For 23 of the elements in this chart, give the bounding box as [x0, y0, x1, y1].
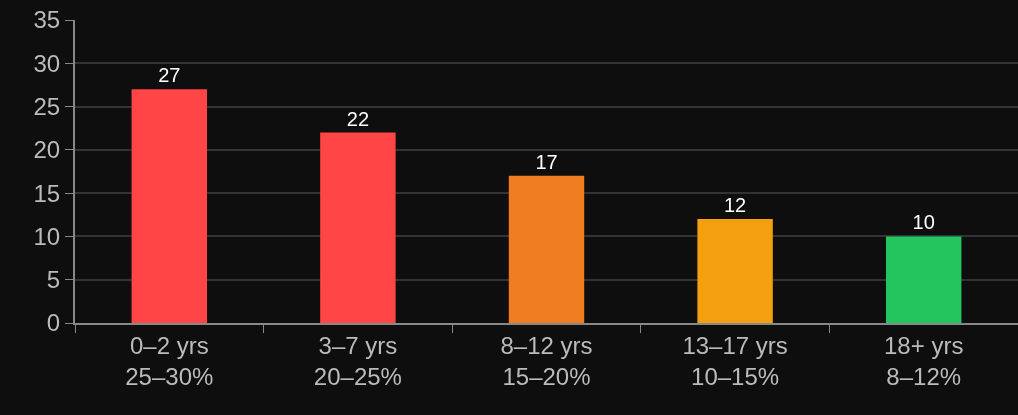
y-tick-label: 35 — [33, 6, 61, 34]
y-tick-label: 5 — [46, 266, 61, 294]
bar — [131, 89, 208, 323]
y-tick-label: 20 — [33, 136, 61, 164]
x-tick-label: 0–2 yrs 25–30% — [125, 331, 214, 390]
data-label: 12 — [723, 194, 747, 217]
data-label: 17 — [535, 150, 558, 173]
bar — [320, 132, 396, 323]
y-tick-label: 25 — [33, 92, 61, 120]
y-tick-label: 15 — [33, 179, 61, 207]
y-tick-label: 10 — [33, 222, 61, 250]
x-tick-label: 18+ yrs 8–12% — [884, 331, 964, 390]
x-tick-label: 13–17 yrs 10–15% — [682, 331, 788, 390]
y-tick-label: 30 — [33, 49, 61, 77]
data-label: 10 — [912, 211, 935, 234]
y-tick-label: 0 — [46, 309, 61, 337]
x-tick-label: 8–12 yrs 15–20% — [500, 331, 593, 390]
bar — [697, 219, 773, 323]
bar — [885, 236, 962, 323]
data-label: 27 — [158, 64, 181, 87]
x-tick-label: 3–7 yrs 20–25% — [313, 331, 402, 390]
bar — [508, 175, 585, 323]
data-label: 22 — [346, 107, 370, 130]
